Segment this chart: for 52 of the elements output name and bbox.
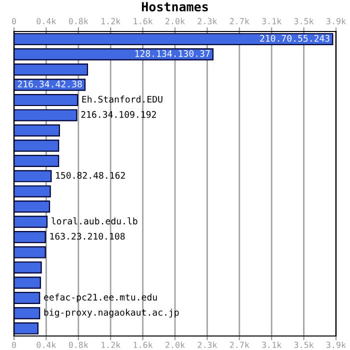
- y-tick-label: loral.aub.edu.lb: [52, 217, 138, 224]
- y-tick-label: big-proxy.nagaokaut.ac.jp: [44, 308, 179, 318]
- y-tick-label: eefac-pc21.ee.mtu.edu: [44, 294, 157, 302]
- x-tick-label: 1.6k: [134, 342, 153, 348]
- bar: [14, 307, 40, 320]
- x-tick-label: 0.4k: [36, 342, 56, 348]
- y-tick-label: 150.82.48.162: [56, 172, 125, 179]
- x2-tick-label: 2.7k: [230, 18, 250, 24]
- x-tick-label: 3.1k: [262, 342, 282, 348]
- bar: [14, 261, 42, 274]
- x-tick-label: 0.8k: [68, 342, 88, 348]
- bar: [14, 170, 52, 182]
- bar: [14, 246, 46, 258]
- x2-tick-label: 2.3k: [198, 18, 218, 24]
- bar: [14, 48, 214, 60]
- bar: [14, 140, 60, 152]
- bar: [14, 231, 46, 244]
- x-tick-label: 2.0k: [166, 342, 185, 348]
- bar: [14, 200, 50, 213]
- x-tick-label: 3.9k: [326, 342, 346, 348]
- x-tick-label: 0: [12, 342, 16, 348]
- x2-tick-label: 2.0k: [166, 18, 185, 24]
- bar: [14, 124, 60, 136]
- x-tick-label: 1.2k: [102, 342, 121, 348]
- y-tick-label: 210.70.55.243: [260, 34, 330, 42]
- bar: [14, 292, 40, 304]
- y-tick-label: 216.34.42.38: [18, 80, 82, 88]
- bar: [14, 33, 334, 46]
- y-tick-label: 216.34.109.192: [81, 111, 156, 118]
- x2-tick-label: 1.6k: [134, 18, 153, 24]
- x2-tick-label: 3.1k: [262, 18, 282, 24]
- x2-tick-label: 0.8k: [68, 18, 88, 24]
- bar: [14, 109, 78, 122]
- bar: [14, 216, 48, 228]
- y-tick-label: 163.23.210.108: [50, 232, 125, 240]
- bar: [14, 154, 60, 167]
- bar: [14, 64, 88, 76]
- y-tick-label: 128.134.130.37: [135, 50, 210, 57]
- x-tick-label: 2.7k: [230, 342, 250, 348]
- chart-title: Hostnames: [142, 2, 208, 12]
- x-tick-label: 3.5k: [294, 342, 314, 348]
- bar: [14, 322, 38, 334]
- x2-tick-label: 0: [12, 18, 16, 24]
- x2-tick-label: 3.9k: [326, 18, 346, 24]
- x2-tick-label: 3.5k: [294, 18, 314, 24]
- x2-tick-label: 1.2k: [102, 18, 121, 24]
- bar: [14, 276, 41, 289]
- bar: [14, 94, 78, 106]
- y-tick-label: Eh.Stanford.EDU: [82, 96, 162, 103]
- x-tick-label: 2.3k: [198, 342, 218, 348]
- bar: [14, 185, 51, 198]
- x2-tick-label: 0.4k: [36, 18, 56, 24]
